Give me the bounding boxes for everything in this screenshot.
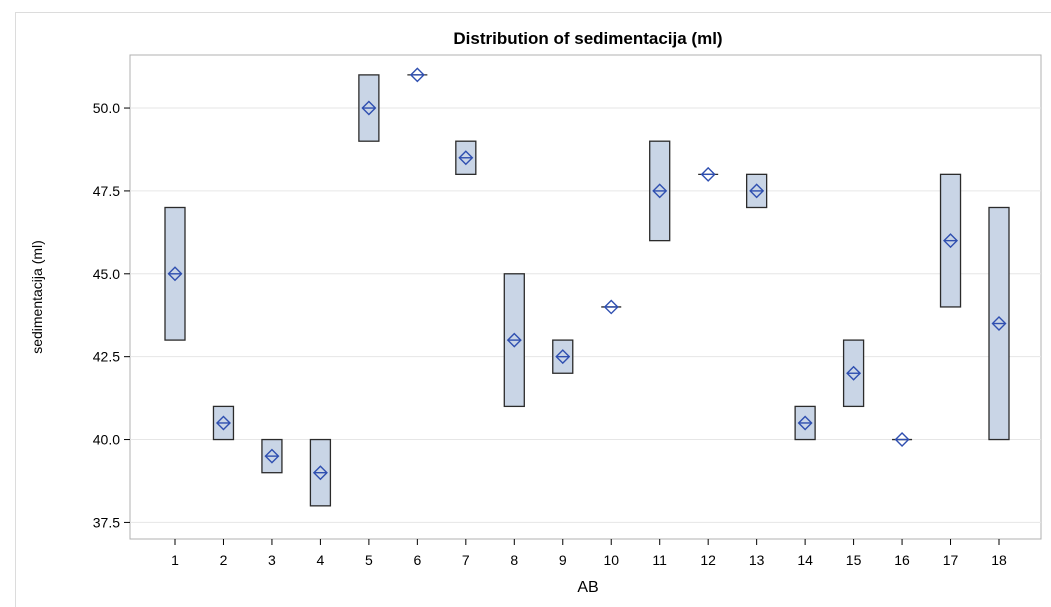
box-group — [842, 339, 865, 408]
x-tick-label: 7 — [462, 552, 470, 568]
mean-marker — [700, 166, 716, 182]
mean-marker — [458, 150, 474, 166]
mean-marker — [264, 448, 280, 464]
mean-marker — [215, 415, 231, 431]
box-group — [309, 438, 332, 507]
mean-marker — [894, 432, 910, 448]
box-group — [164, 206, 186, 341]
x-tick-label: 11 — [652, 552, 667, 568]
mean-marker — [555, 349, 571, 365]
boxes — [164, 67, 1010, 507]
x-tick-label: 5 — [365, 552, 373, 568]
box-group — [503, 273, 525, 408]
box-group — [455, 140, 477, 175]
mean-marker — [603, 299, 619, 315]
mean-marker — [797, 415, 813, 431]
mean-marker — [749, 183, 765, 199]
x-tick-label: 12 — [700, 552, 716, 568]
box-group — [698, 166, 719, 182]
x-tick-label: 4 — [317, 552, 325, 568]
y-tick-label: 47.5 — [93, 183, 120, 199]
x-tick-label: 9 — [559, 552, 567, 568]
box-group — [988, 206, 1010, 441]
box-group — [601, 299, 622, 315]
box-group — [261, 438, 283, 474]
x-tick-label: 16 — [894, 552, 910, 568]
x-tick-label: 14 — [797, 552, 813, 568]
chart-title: Distribution of sedimentacija (ml) — [453, 29, 722, 48]
x-tick-label: 1 — [171, 552, 179, 568]
y-tick-label: 40.0 — [93, 432, 120, 448]
box-group — [358, 74, 380, 142]
x-axis-ticks: 1 2 3 4 5 6 7 8 9 10 11 12 13 14 15 16 17 18 — [171, 539, 1007, 568]
chart-frame — [15, 12, 1051, 607]
x-axis-label: AB — [577, 579, 598, 596]
box-group — [745, 173, 768, 209]
y-tick-label: 37.5 — [93, 514, 120, 530]
mean-marker — [991, 316, 1007, 332]
mean-marker — [167, 266, 183, 282]
mean-marker — [652, 183, 668, 199]
mean-marker — [506, 332, 522, 348]
x-tick-label: 18 — [991, 552, 1007, 568]
box-group — [649, 140, 671, 242]
box-group — [407, 67, 428, 83]
box-group — [794, 405, 816, 441]
x-tick-label: 8 — [510, 552, 518, 568]
x-tick-label: 17 — [943, 552, 959, 568]
mean-marker — [943, 233, 959, 249]
x-tick-label: 3 — [268, 552, 276, 568]
x-tick-label: 13 — [749, 552, 765, 568]
box-group — [212, 405, 235, 441]
y-tick-label: 50.0 — [93, 100, 120, 116]
box-group — [552, 339, 574, 374]
mean-marker — [846, 365, 862, 381]
x-tick-label: 10 — [603, 552, 619, 568]
plot-area — [129, 54, 1042, 540]
x-tick-label: 15 — [846, 552, 862, 568]
y-axis-label: sedimentacija (ml) — [29, 240, 45, 354]
mean-marker — [409, 67, 425, 83]
y-axis-ticks: 37.5 40.0 42.5 45.0 47.5 50.0 — [93, 100, 130, 530]
box-group — [939, 173, 962, 308]
y-tick-label: 42.5 — [93, 349, 120, 365]
mean-marker — [312, 465, 328, 481]
mean-marker — [361, 100, 377, 116]
y-tick-label: 45.0 — [93, 266, 120, 282]
box-group — [892, 432, 913, 448]
x-tick-label: 6 — [413, 552, 421, 568]
x-tick-label: 2 — [220, 552, 228, 568]
